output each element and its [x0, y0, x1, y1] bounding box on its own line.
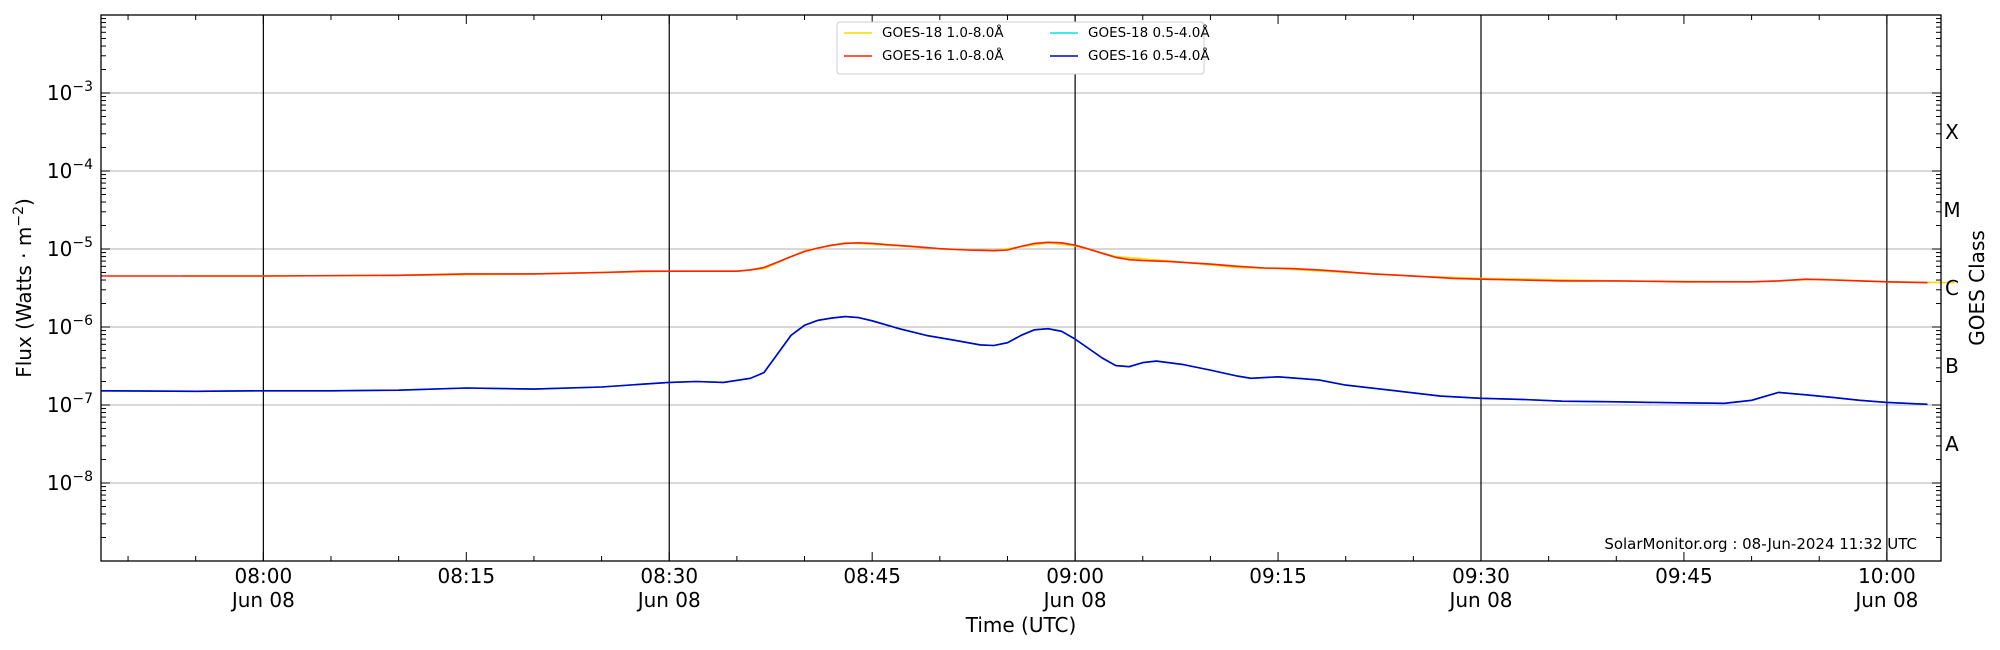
x-tick-label: 09:15 [1249, 564, 1307, 588]
x-tick-date-label: Jun 08 [1447, 588, 1512, 612]
axis-ticks [101, 14, 1941, 562]
plot-frame [100, 14, 1942, 562]
y-tick-label: 10−3 [47, 79, 93, 105]
legend-box [836, 21, 1205, 75]
y-tick-label: 10−5 [47, 235, 93, 261]
x-tick-label: 09:30 [1452, 564, 1510, 588]
goes-class-label: X [1945, 120, 1959, 144]
goes-class-label: A [1945, 432, 1959, 456]
legend: GOES-18 1.0-8.0Å GOES-18 0.5-4.0Å GOES-16 … [836, 21, 1210, 75]
x-tick-label: 10:00 [1858, 564, 1916, 588]
series-line [101, 241, 1928, 284]
legend-label: GOES-18 0.5-4.0Å [1088, 24, 1210, 41]
legend-label: GOES-16 0.5-4.0Å [1088, 47, 1210, 64]
x-tick-label: 08:00 [235, 564, 293, 588]
goes-class-label: C [1945, 276, 1959, 300]
goes-class-label: B [1945, 354, 1959, 378]
x-tick-label: 08:30 [640, 564, 698, 588]
y-tick-label: 10−7 [47, 391, 93, 417]
y-axis-title: Flux (Watts · m−2) [11, 198, 36, 378]
x-tick-label: 08:15 [437, 564, 495, 588]
legend-label: GOES-16 1.0-8.0Å [882, 47, 1004, 64]
x-tick-label: 09:45 [1655, 564, 1713, 588]
x-tick-date-label: Jun 08 [230, 588, 295, 612]
x-tick-label: 08:45 [843, 564, 901, 588]
day-hour-markers [262, 15, 1888, 561]
x-tick-date-label: Jun 08 [1042, 588, 1107, 612]
series-line [100, 315, 1928, 406]
credit-text: SolarMonitor.org : 08-Jun-2024 11:32 UTC [1604, 535, 1917, 553]
y-tick-label: 10−6 [47, 313, 93, 339]
data-series [100, 241, 1955, 406]
right-axis-title: GOES Class [1965, 230, 1989, 346]
y-tick-label: 10−4 [47, 157, 93, 183]
x-tick-label: 09:00 [1046, 564, 1104, 588]
legend-label: GOES-18 1.0-8.0Å [882, 24, 1004, 41]
x-tick-date-label: Jun 08 [1853, 588, 1918, 612]
x-axis-title: Time (UTC) [965, 613, 1077, 637]
x-tick-date-label: Jun 08 [636, 588, 701, 612]
y-tick-label: 10−8 [47, 469, 93, 495]
goes-class-label: M [1943, 198, 1960, 222]
gridlines [101, 92, 1941, 484]
